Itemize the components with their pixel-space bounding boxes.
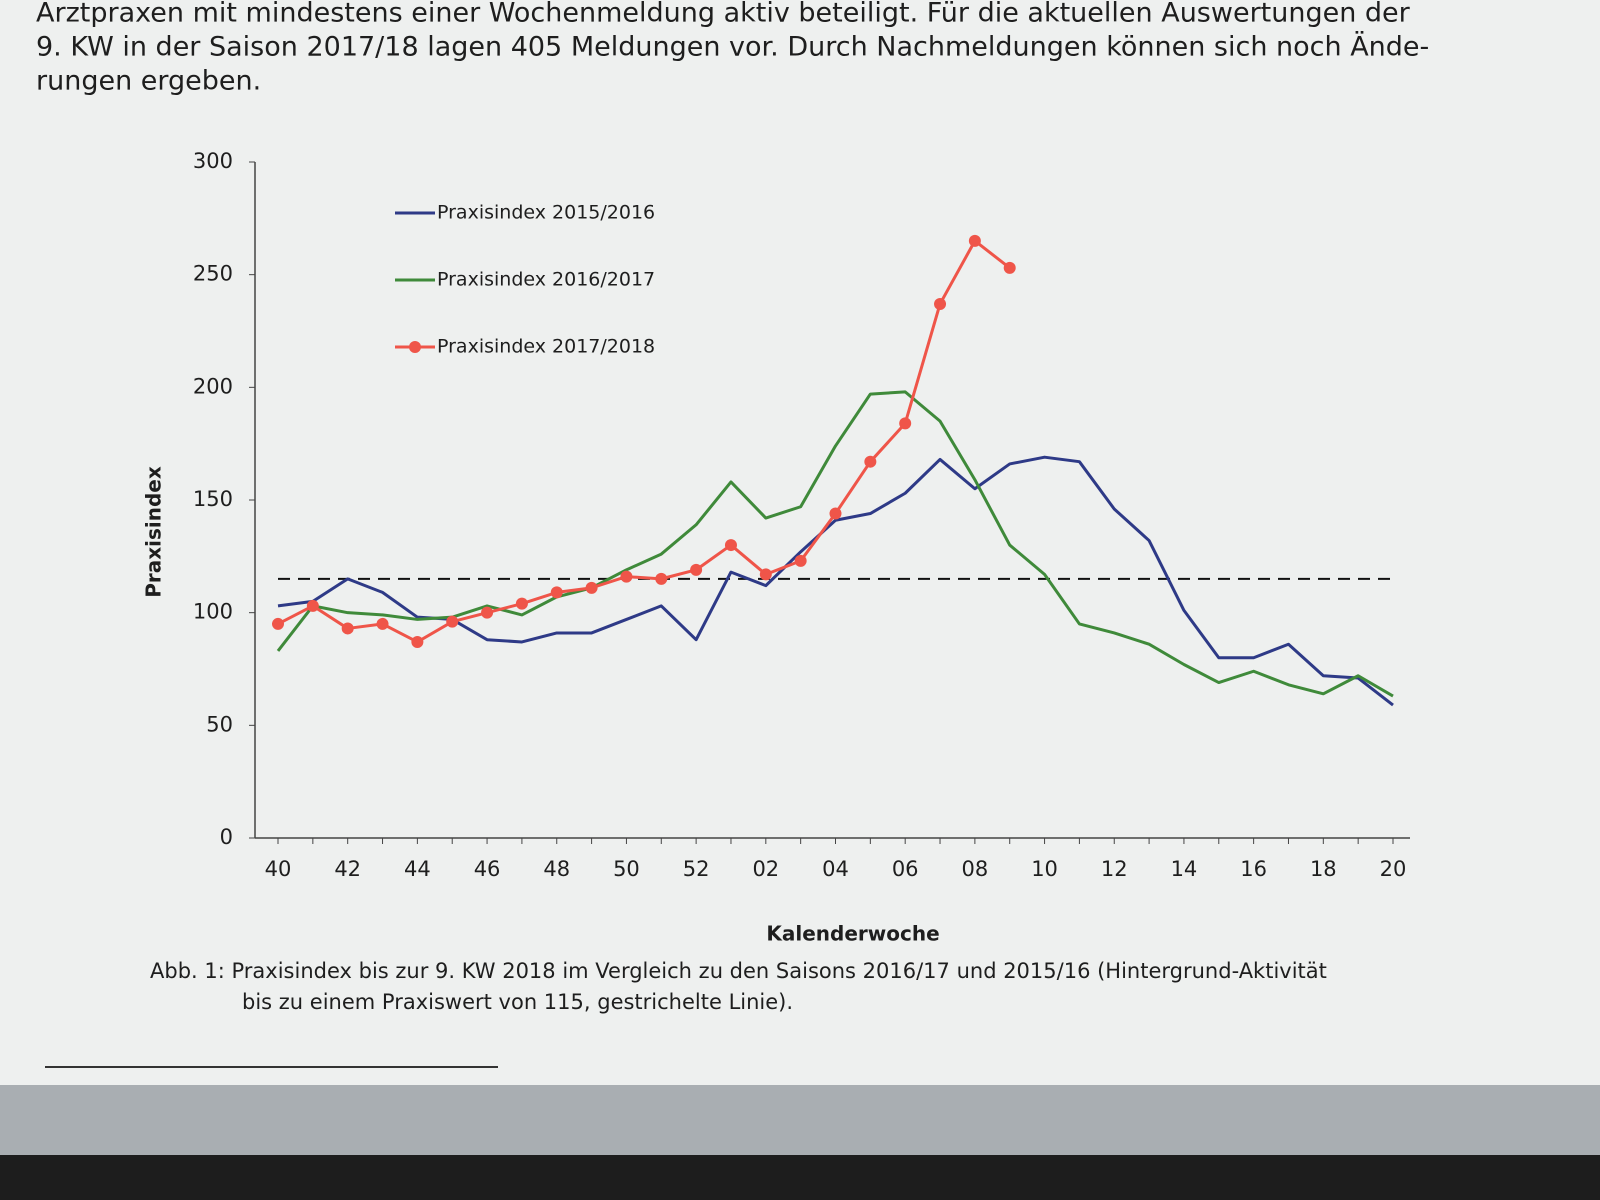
- x-tick-label: 16: [1240, 857, 1267, 881]
- x-tick-label: 18: [1310, 857, 1337, 881]
- point: [306, 599, 319, 612]
- caption-line: Abb. 1: Praxisindex bis zur 9. KW 2018 i…: [150, 959, 1327, 983]
- x-tick-label: 52: [683, 857, 710, 881]
- paragraph-line: rungen ergeben.: [36, 66, 261, 97]
- point: [515, 597, 528, 610]
- x-tick-label: 08: [962, 857, 989, 881]
- y-axis-label: Praxisindex: [142, 466, 166, 598]
- x-tick-label: 12: [1101, 857, 1128, 881]
- point: [272, 617, 284, 630]
- paragraph-line: Arztpraxen mit mindestens einer Wochenme…: [36, 0, 1411, 29]
- point: [829, 507, 842, 520]
- x-tick-label: 48: [543, 857, 570, 881]
- x-tick-label: 06: [892, 857, 919, 881]
- point: [690, 563, 703, 576]
- y-tick-label: 100: [193, 600, 233, 624]
- y-tick-label: 300: [193, 149, 233, 173]
- point: [655, 572, 668, 585]
- point: [550, 586, 563, 599]
- point: [759, 568, 772, 581]
- scroll-area: [0, 1085, 1600, 1155]
- document-page: [0, 0, 1600, 1085]
- x-tick-label: 14: [1171, 857, 1198, 881]
- x-tick-label: 20: [1380, 857, 1407, 881]
- x-tick-label: 40: [265, 857, 292, 881]
- point: [411, 635, 424, 648]
- x-tick-label: 44: [404, 857, 431, 881]
- legend-marker: [409, 341, 421, 353]
- x-axis-label: Kalenderwoche: [766, 922, 939, 946]
- series-line: [277, 455, 1394, 707]
- legend-label: Praxisindex 2015/2016: [437, 202, 655, 224]
- point: [794, 554, 807, 567]
- point: [376, 617, 389, 630]
- x-tick-label: 46: [474, 857, 501, 881]
- y-tick-label: 200: [193, 374, 233, 398]
- y-tick-label: 50: [206, 712, 233, 736]
- paragraph-line: 9. KW in der Saison 2017/18 lagen 405 Me…: [36, 31, 1429, 63]
- x-tick-label: 04: [822, 857, 849, 881]
- bezel: [0, 1155, 1600, 1200]
- point: [968, 234, 981, 247]
- point: [899, 417, 912, 430]
- y-tick-label: 250: [193, 262, 233, 286]
- point: [1003, 261, 1016, 274]
- point: [341, 622, 354, 635]
- point: [446, 615, 459, 628]
- point: [864, 455, 877, 468]
- x-tick-label: 42: [334, 857, 361, 881]
- point: [481, 606, 494, 619]
- y-tick-label: 150: [193, 487, 233, 511]
- x-tick-label: 50: [613, 857, 640, 881]
- point: [724, 539, 737, 552]
- point: [620, 570, 633, 583]
- y-tick-label: 0: [220, 825, 233, 849]
- point: [934, 297, 947, 310]
- legend-label: Praxisindex 2017/2018: [437, 336, 655, 358]
- legend-label: Praxisindex 2016/2017: [437, 269, 655, 291]
- point: [585, 581, 598, 594]
- series-line: [276, 390, 1394, 698]
- series-line: [277, 239, 1011, 644]
- caption-line: bis zu einem Praxiswert von 115, gestric…: [242, 990, 793, 1014]
- x-tick-label: 10: [1031, 857, 1058, 881]
- x-tick-label: 02: [752, 857, 779, 881]
